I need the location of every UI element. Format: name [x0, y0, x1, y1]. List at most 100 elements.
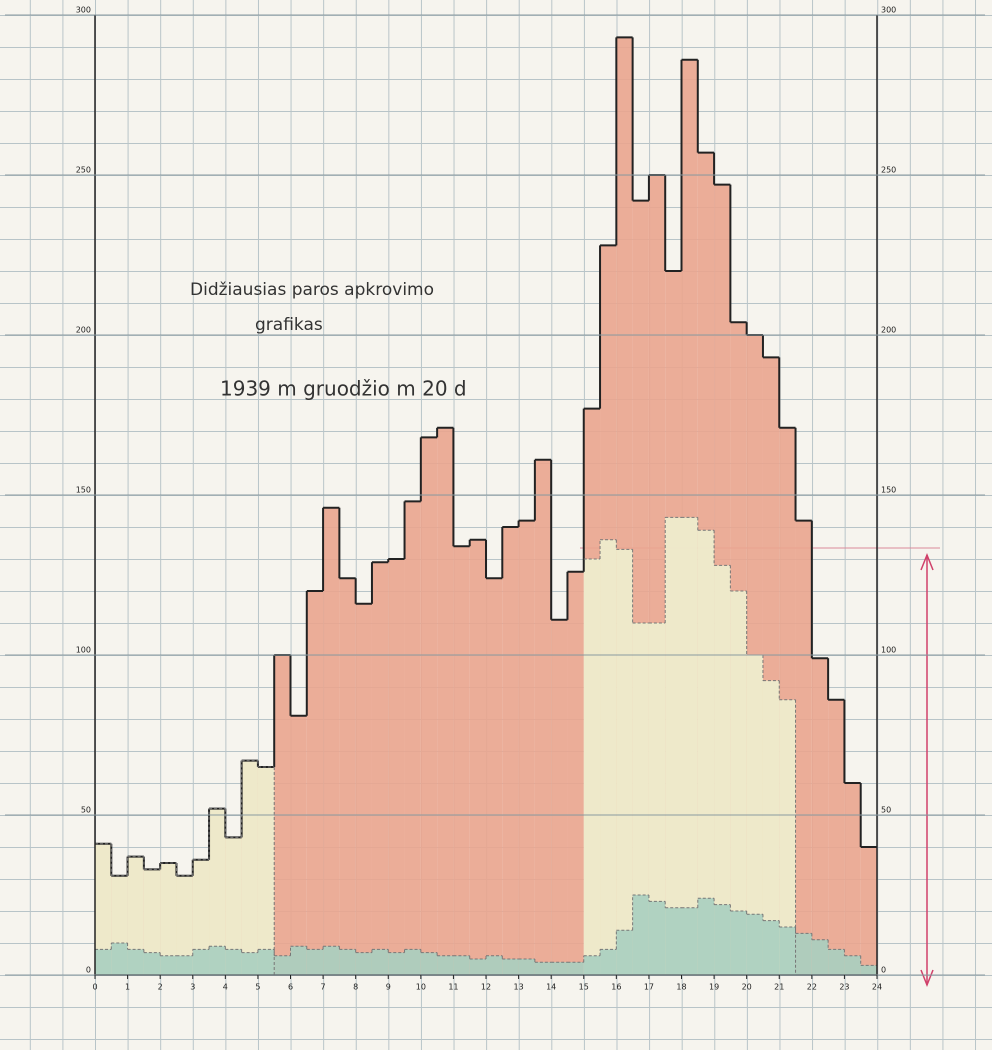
page: Didžiausias paros apkrovimo grafikas 19 3…: [0, 0, 992, 1046]
step-area: [665, 517, 681, 975]
step-area: [519, 521, 535, 975]
y-tick-label: 0: [86, 966, 91, 975]
step-area: [405, 949, 421, 975]
x-tick-label: 16: [611, 983, 621, 992]
step-area: [144, 953, 160, 975]
y-tick-label: 200: [76, 326, 91, 335]
step-area: [437, 956, 453, 975]
step-area: [193, 949, 209, 975]
step-area: [307, 949, 323, 975]
step-area: [258, 767, 274, 975]
y-tick-label: 250: [76, 166, 91, 175]
x-tick-label: 13: [513, 983, 523, 992]
step-area: [372, 949, 388, 975]
step-area: [844, 956, 860, 975]
step-area: [535, 962, 551, 975]
step-area: [600, 949, 616, 975]
step-area: [339, 949, 355, 975]
y-tick-label: 300: [76, 6, 91, 15]
step-area: [242, 761, 258, 975]
step-area: [665, 908, 681, 975]
chart: Didžiausias paros apkrovimo grafikas 19 3…: [0, 0, 992, 1046]
step-area: [812, 940, 828, 975]
step-area: [730, 911, 746, 975]
step-area: [242, 953, 258, 975]
step-area: [453, 956, 469, 975]
step-area: [405, 501, 421, 975]
x-tick-label: 20: [742, 983, 752, 992]
x-tick-label: 19: [709, 983, 719, 992]
step-area: [307, 591, 323, 975]
x-tick-label: 18: [676, 983, 686, 992]
step-area: [160, 956, 176, 975]
step-area: [649, 901, 665, 975]
x-tick-label: 23: [839, 983, 849, 992]
step-area: [682, 908, 698, 975]
step-area: [828, 949, 844, 975]
step-area: [551, 962, 567, 975]
step-area: [633, 895, 649, 975]
step-area: [812, 658, 828, 975]
step-area: [763, 921, 779, 975]
y-tick-label: 300: [881, 6, 896, 15]
step-area: [356, 604, 372, 975]
step-area: [796, 933, 812, 975]
step-area: [470, 959, 486, 975]
y-tick-label: 50: [881, 806, 891, 815]
step-area: [486, 956, 502, 975]
step-area: [616, 930, 632, 975]
step-area: [519, 959, 535, 975]
step-area: [421, 953, 437, 975]
step-area: [551, 620, 567, 975]
step-area: [323, 946, 339, 975]
step-area: [861, 965, 877, 975]
x-tick-label: 0: [92, 983, 97, 992]
chart-title: grafikas: [255, 315, 323, 335]
step-area: [291, 716, 307, 975]
x-tick-label: 22: [807, 983, 817, 992]
step-area: [356, 953, 372, 975]
x-tick-label: 21: [774, 983, 784, 992]
step-area: [714, 905, 730, 975]
y-tick-label: 100: [76, 646, 91, 655]
x-tick-label: 3: [190, 983, 195, 992]
step-area: [437, 428, 453, 975]
y-tick-label: 200: [881, 326, 896, 335]
y-tick-label: 150: [76, 486, 91, 495]
x-tick-label: 2: [158, 983, 163, 992]
y-tick-label: 0: [881, 966, 886, 975]
step-area: [209, 946, 225, 975]
step-area: [502, 959, 518, 975]
x-tick-label: 8: [353, 983, 358, 992]
step-area: [600, 540, 616, 975]
step-area: [388, 559, 404, 975]
step-area: [844, 783, 860, 975]
step-area: [176, 956, 192, 975]
step-area: [388, 953, 404, 975]
y-tick-label: 250: [881, 166, 896, 175]
x-tick-label: 14: [546, 983, 556, 992]
step-area: [128, 949, 144, 975]
x-tick-label: 7: [321, 983, 326, 992]
step-area: [682, 517, 698, 975]
step-area: [421, 437, 437, 975]
step-area: [258, 949, 274, 975]
x-tick-label: 5: [255, 983, 260, 992]
step-area: [339, 578, 355, 975]
x-tick-label: 1: [125, 983, 130, 992]
y-tick-label: 150: [881, 486, 896, 495]
x-tick-label: 15: [579, 983, 589, 992]
step-area: [747, 914, 763, 975]
step-area: [502, 527, 518, 975]
chart-title: Didžiausias paros apkrovimo: [190, 280, 434, 300]
step-area: [535, 460, 551, 975]
step-area: [323, 508, 339, 975]
step-area: [372, 562, 388, 975]
step-area: [779, 927, 795, 975]
x-tick-label: 11: [448, 983, 458, 992]
step-area: [698, 898, 714, 975]
step-area: [225, 949, 241, 975]
step-area: [453, 546, 469, 975]
step-area: [584, 956, 600, 975]
step-area: [470, 540, 486, 975]
